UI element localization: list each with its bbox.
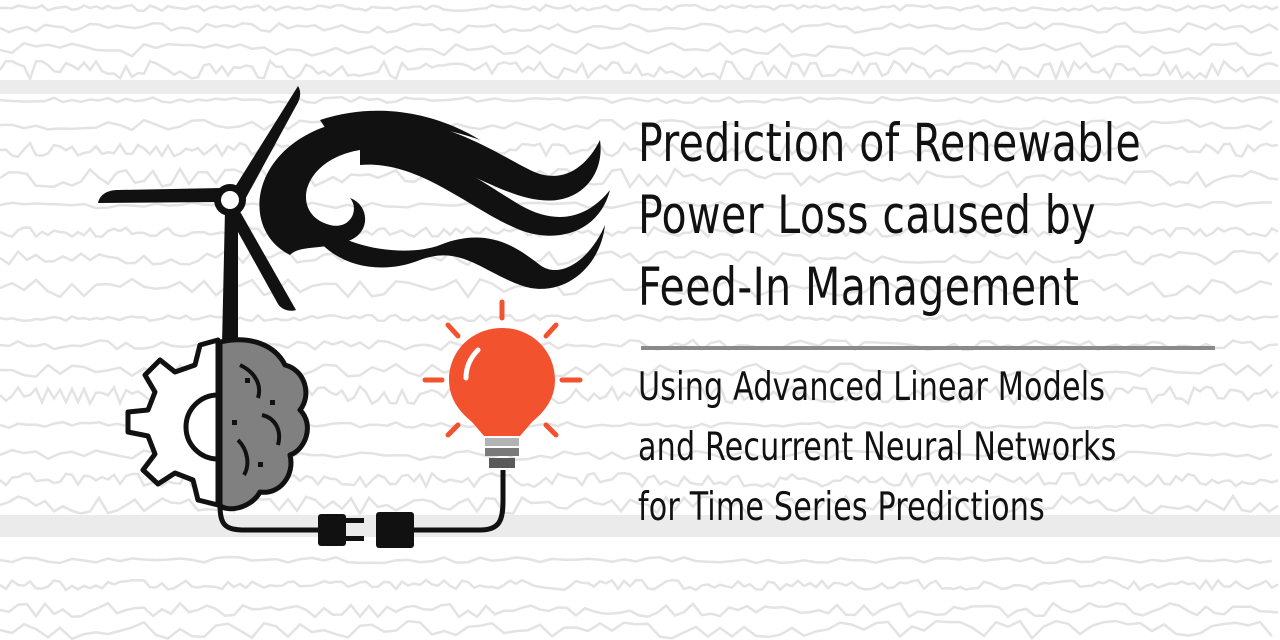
title-line-1: Prediction of Renewable (638, 113, 1142, 174)
background-trace (0, 601, 1279, 619)
subtitle-line-1: Using Advanced Linear Models (638, 365, 1106, 410)
background-trace (0, 3, 1279, 13)
background-trace (0, 277, 1273, 299)
background-trace (0, 166, 1279, 190)
background-trace (0, 619, 1273, 640)
background-trace (0, 118, 1273, 132)
background-trace (0, 578, 1279, 592)
background-trace (0, 200, 1273, 210)
background-trace (0, 95, 1279, 105)
title-line-3: Feed-In Management (638, 257, 1080, 318)
background-trace (0, 140, 1279, 159)
gear-brain-icon (125, 337, 310, 512)
title-line-2: Power Loss caused by (638, 185, 1096, 246)
background-trace (0, 41, 1273, 59)
wind-turbine-icon (98, 86, 301, 345)
background-trace (0, 555, 1273, 565)
wind-swirl-icon (259, 110, 610, 289)
subtitle-line-3: for Time Series Predictions (638, 485, 1045, 530)
background-trace (0, 313, 1279, 323)
illustration (98, 86, 610, 548)
background-trace (0, 249, 1279, 267)
light-bulb-icon (422, 299, 583, 468)
power-plug-icon (217, 470, 506, 548)
title-divider (641, 346, 1215, 350)
background-trace (0, 21, 1279, 35)
background-trace (0, 224, 1279, 239)
subtitle-line-2: and Recurrent Neural Networks (638, 425, 1117, 470)
subtitle-block: Using Advanced Linear Models and Recurre… (638, 358, 1238, 538)
title-block: Prediction of Renewable Power Loss cause… (638, 108, 1238, 324)
background-trace (0, 493, 1279, 517)
background-trace (0, 58, 1279, 83)
background-band (0, 80, 1280, 94)
